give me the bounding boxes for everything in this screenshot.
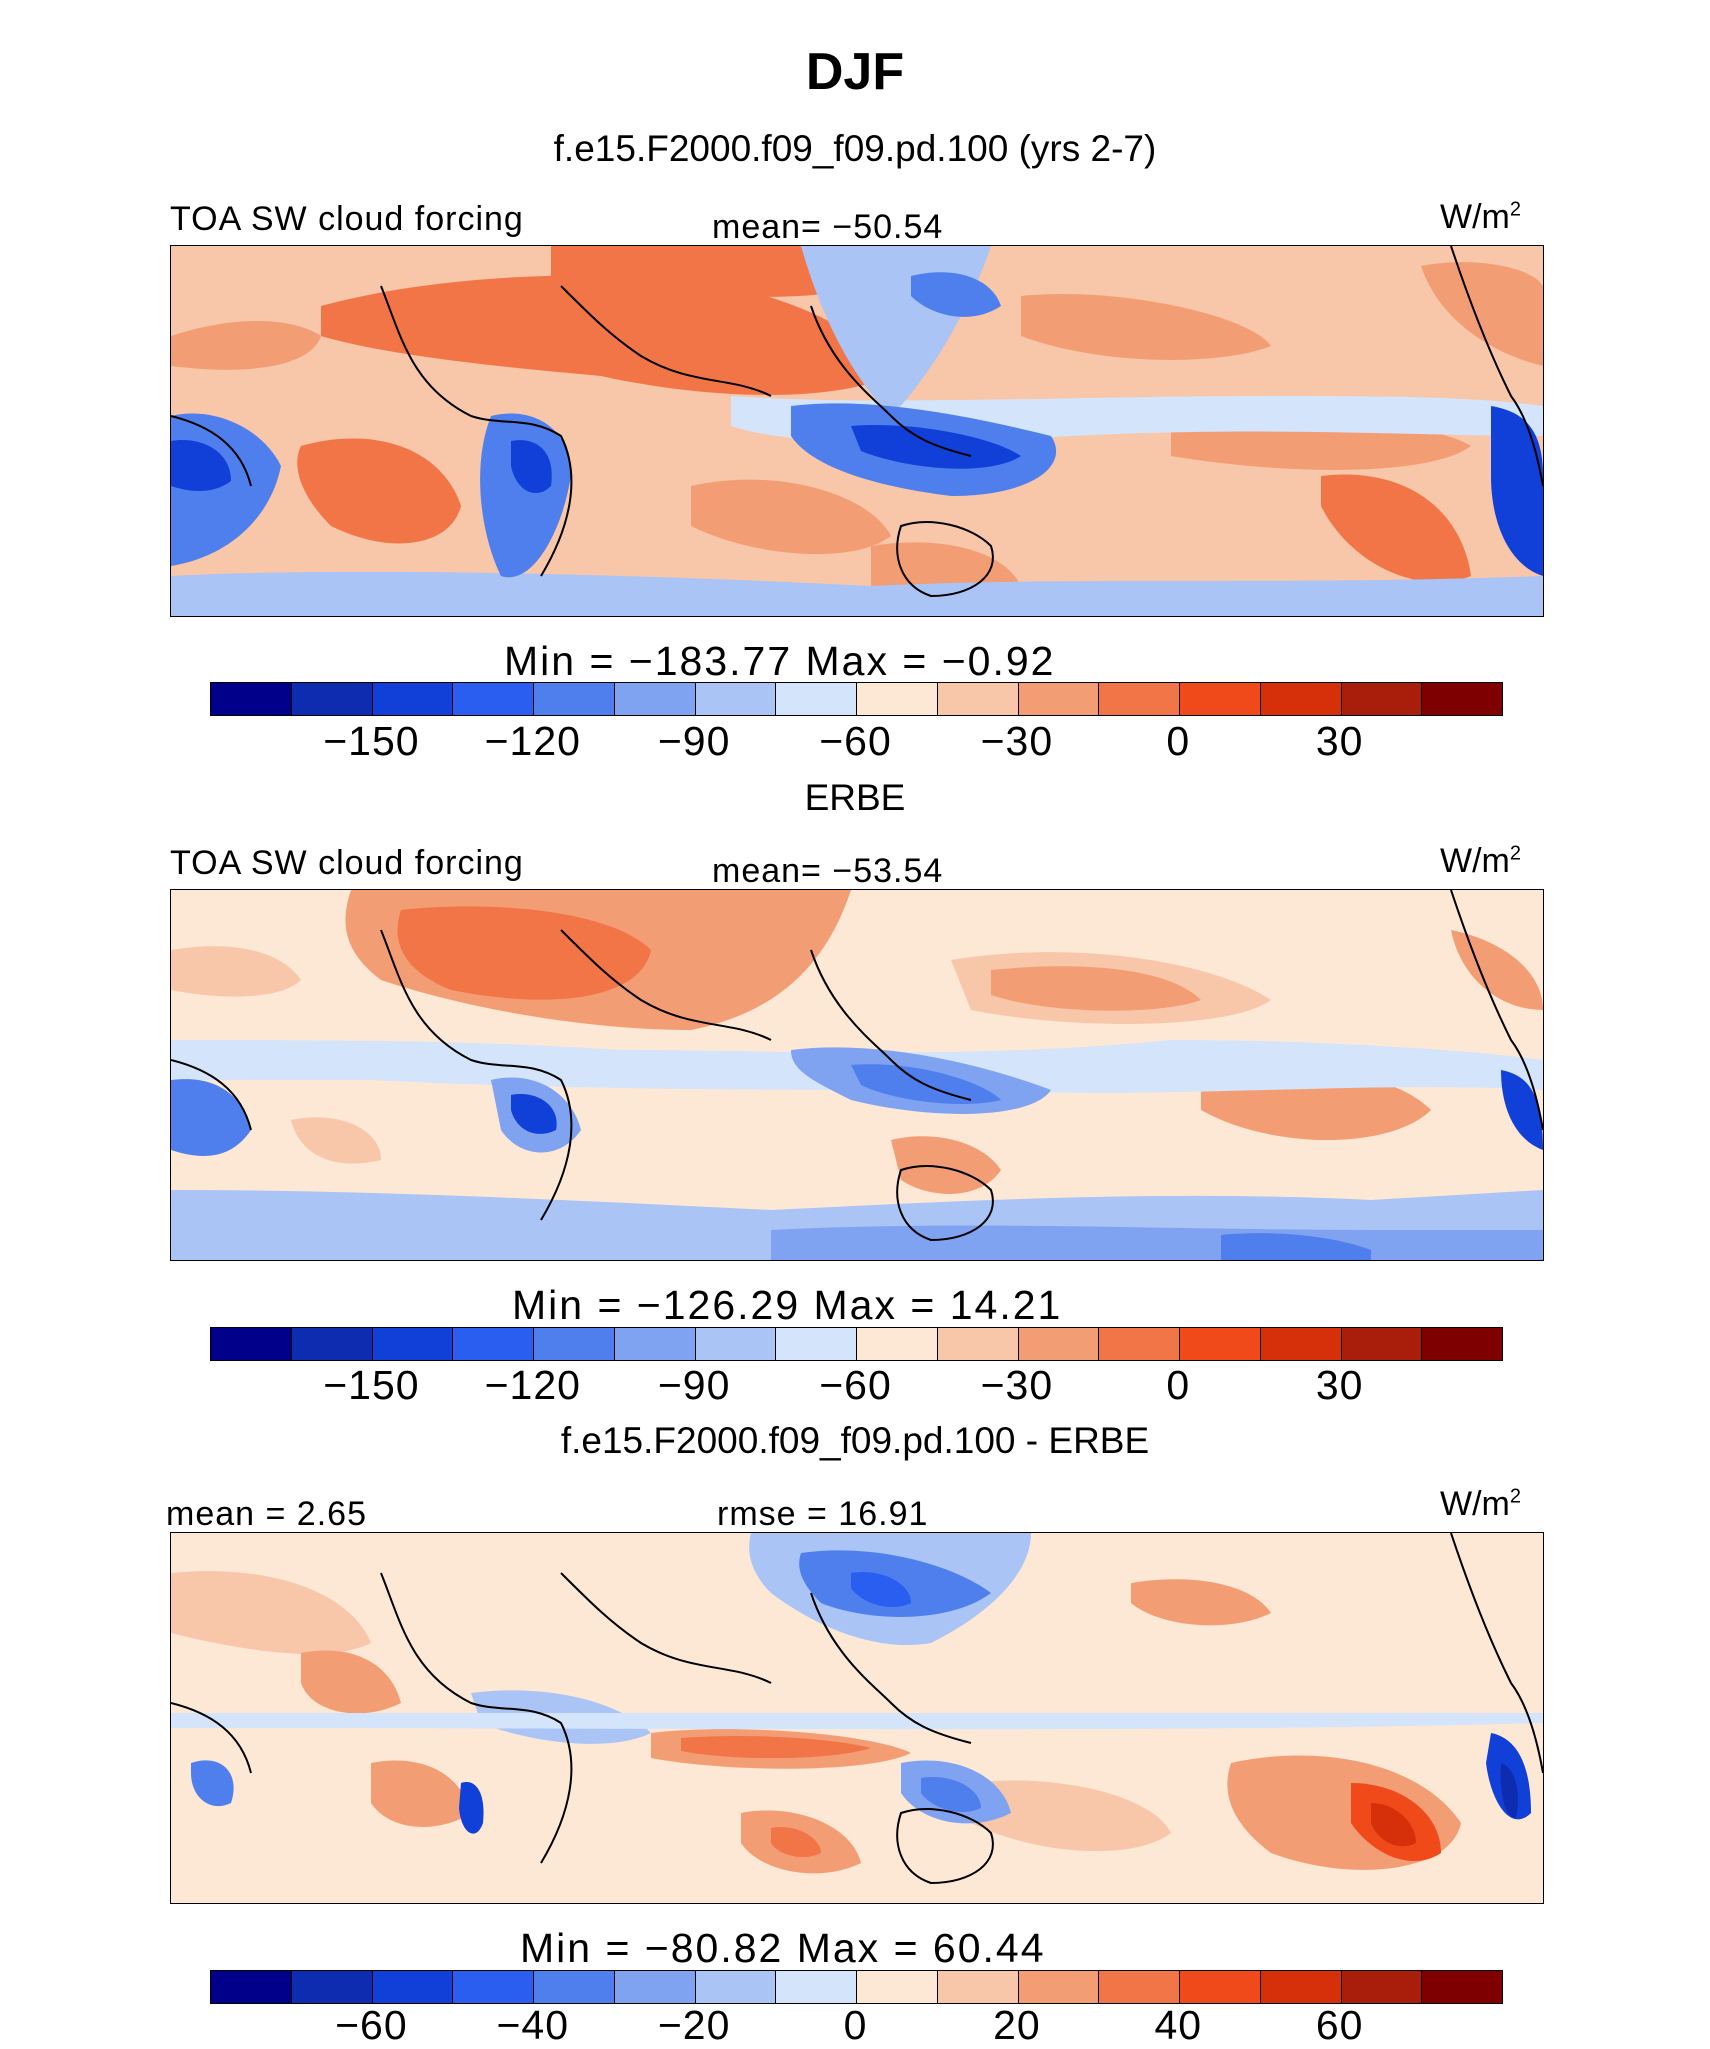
colorbar-swatch	[857, 683, 938, 715]
colorbar-swatch	[1018, 683, 1100, 715]
colorbar-tick-label: −20	[657, 2002, 731, 2048]
colorbar-swatch	[211, 683, 292, 715]
panel3-colorbar	[210, 1970, 1503, 2004]
colorbar-swatch	[857, 1328, 938, 1360]
colorbar-tick-label: 60	[1315, 2002, 1364, 2048]
colorbar-swatch	[1099, 1328, 1180, 1360]
panel1-map	[170, 245, 1544, 617]
colorbar-swatch	[937, 1971, 1019, 2003]
colorbar-tick-label: −60	[819, 1362, 892, 1408]
colorbar-tick-label: 30	[1315, 718, 1364, 764]
colorbar-swatch	[1422, 683, 1502, 715]
colorbar-swatch	[1341, 683, 1423, 715]
panel3-minmax: Min = −80.82 Max = 60.44	[520, 1925, 1046, 1971]
colorbar-swatch	[1260, 1328, 1342, 1360]
panel1-unit: W/m2	[1440, 198, 1521, 236]
colorbar-tick-label: 0	[1166, 718, 1191, 764]
panel1-variable-label: TOA SW cloud forcing	[170, 200, 524, 238]
colorbar-swatch	[695, 1971, 777, 2003]
colorbar-swatch	[776, 1971, 857, 2003]
colorbar-swatch	[614, 1971, 696, 2003]
panel2-subtitle: ERBE	[804, 777, 906, 818]
colorbar-tick-label: −60	[335, 2002, 408, 2048]
colorbar-swatch	[1180, 683, 1261, 715]
colorbar-swatch	[937, 683, 1019, 715]
panel3-rmse-label: rmse = 16.91	[717, 1495, 929, 1533]
colorbar-tick-label: 30	[1315, 1362, 1364, 1408]
colorbar-swatch	[1018, 1328, 1100, 1360]
colorbar-swatch	[1422, 1971, 1502, 2003]
panel2-unit: W/m2	[1440, 842, 1521, 880]
colorbar-swatch	[695, 1328, 777, 1360]
panel2-mean-label: mean= −53.54	[712, 852, 944, 890]
colorbar-swatch	[453, 1328, 534, 1360]
colorbar-swatch	[372, 683, 454, 715]
colorbar-tick-label: −90	[657, 1362, 731, 1408]
panel2-variable-label: TOA SW cloud forcing	[170, 844, 524, 882]
colorbar-swatch	[534, 1328, 615, 1360]
colorbar-swatch	[534, 1971, 615, 2003]
panel1-mean-label: mean= −50.54	[712, 208, 944, 246]
panel2-colorbar	[210, 1327, 1503, 1361]
colorbar-tick-label: −120	[484, 718, 581, 764]
colorbar-swatch	[211, 1971, 292, 2003]
panel3-subtitle: f.e15.F2000.f09_f09.pd.100 - ERBE	[560, 1420, 1150, 1461]
colorbar-tick-label: −150	[323, 1362, 420, 1408]
panel3-mean-label: mean = 2.65	[166, 1495, 367, 1533]
colorbar-swatch	[1018, 1971, 1100, 2003]
colorbar-swatch	[1099, 683, 1180, 715]
panel2-map	[170, 889, 1544, 1261]
colorbar-tick-label: −30	[980, 718, 1054, 764]
colorbar-tick-label: 40	[1154, 2002, 1203, 2048]
colorbar-tick-label: −150	[323, 718, 420, 764]
colorbar-tick-label: −40	[496, 2002, 570, 2048]
colorbar-tick-label: −30	[980, 1362, 1054, 1408]
panel1-minmax: Min = −183.77 Max = −0.92	[504, 638, 1056, 684]
colorbar-swatch	[857, 1971, 938, 2003]
colorbar-swatch	[291, 683, 373, 715]
colorbar-swatch	[453, 683, 534, 715]
colorbar-tick-label: 0	[843, 2002, 868, 2048]
colorbar-swatch	[1341, 1328, 1423, 1360]
colorbar-swatch	[372, 1971, 454, 2003]
panel2-minmax: Min = −126.29 Max = 14.21	[512, 1282, 1063, 1328]
colorbar-swatch	[937, 1328, 1019, 1360]
figure-title: DJF	[805, 43, 905, 101]
colorbar-swatch	[1180, 1971, 1261, 2003]
colorbar-swatch	[291, 1971, 373, 2003]
panel3-map	[170, 1532, 1544, 1904]
colorbar-swatch	[1099, 1971, 1180, 2003]
colorbar-swatch	[372, 1328, 454, 1360]
colorbar-swatch	[614, 1328, 696, 1360]
colorbar-tick-label: 0	[1166, 1362, 1191, 1408]
colorbar-swatch	[1260, 1971, 1342, 2003]
colorbar-swatch	[776, 1328, 857, 1360]
colorbar-swatch	[1180, 1328, 1261, 1360]
colorbar-tick-label: 20	[993, 2002, 1041, 2048]
colorbar-swatch	[1341, 1971, 1423, 2003]
colorbar-swatch	[291, 1328, 373, 1360]
colorbar-swatch	[1422, 1328, 1502, 1360]
colorbar-swatch	[776, 683, 857, 715]
colorbar-swatch	[211, 1328, 292, 1360]
colorbar-tick-label: −90	[657, 718, 731, 764]
colorbar-tick-label: −120	[484, 1362, 581, 1408]
colorbar-swatch	[534, 683, 615, 715]
colorbar-swatch	[453, 1971, 534, 2003]
colorbar-swatch	[695, 683, 777, 715]
colorbar-swatch	[614, 683, 696, 715]
colorbar-swatch	[1260, 683, 1342, 715]
panel1-subtitle: f.e15.F2000.f09_f09.pd.100 (yrs 2-7)	[553, 128, 1157, 169]
panel1-colorbar	[210, 682, 1503, 716]
panel3-unit: W/m2	[1440, 1485, 1521, 1523]
colorbar-tick-label: −60	[819, 718, 892, 764]
